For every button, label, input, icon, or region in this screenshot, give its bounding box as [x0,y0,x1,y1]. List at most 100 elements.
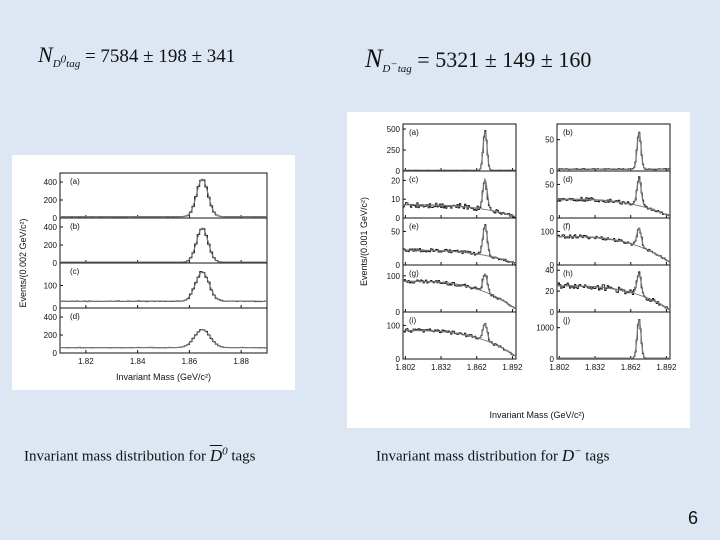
caption-symbol-charge: 0 [222,445,228,457]
subplot-frame [402,264,517,313]
background-curve [403,249,517,265]
caption-prefix: Invariant mass distribution for [24,448,207,465]
dminus-yield-formula: ND−tag = 5321 ± 149 ± 160 [365,44,591,75]
data-histogram [60,328,267,349]
background-curve [403,330,517,357]
subplot-label: (i) [409,316,416,325]
y-tick-label: 20 [545,287,554,296]
y-tick-label: 100 [387,272,401,281]
subplot-frame [556,123,671,172]
subplot-label: (d) [70,312,80,321]
y-tick-label: 100 [44,282,58,291]
subplot-label: (c) [70,267,80,276]
fit-curve [557,272,671,311]
fit-curve [557,226,671,263]
subplot-label: (a) [70,177,80,186]
subplot-frame [556,311,671,360]
data-histogram [60,271,267,303]
d0-yield-formula: ND0tag = 7584 ± 198 ± 341 [38,42,235,70]
x-tick-label: 1.802 [395,363,416,372]
data-histogram [403,130,516,171]
background-curve [557,236,671,263]
yield-value: = 7584 ± 198 ± 341 [84,46,236,67]
caption-symbol: D0 [209,445,228,465]
yield-subscript: D0tag [53,53,81,70]
yield-value: = 5321 ± 149 ± 160 [417,47,592,72]
dminus-mass-plot: (a)5002500(b)500(c)20100(d)500(e)500(f)1… [359,123,677,420]
y-tick-label: 0 [396,308,401,317]
x-tick-label: 1.892 [502,363,523,372]
x-tick-label: 1.892 [656,363,677,372]
subplot-frame [556,217,671,266]
subscript-d: D [382,63,391,76]
y-tick-label: 100 [387,321,401,330]
subplot-label: (a) [409,128,419,137]
subscript-charge: 0 [60,53,67,66]
subscript-charge: − [390,58,398,71]
x-axis-label: Invariant Mass (GeV/c²) [116,372,211,382]
fit-curve [403,223,517,265]
data-histogram [557,319,670,359]
subplot-label: (c) [409,175,419,184]
fit-curve [557,131,670,170]
y-tick-label: 250 [387,146,401,155]
y-tick-label: 400 [44,178,58,187]
y-tick-label: 50 [391,227,400,236]
background-curve [557,198,671,217]
subplot-label: (d) [563,175,573,184]
fit-curve [403,130,516,171]
fit-curve [60,271,267,302]
background-curve [403,204,517,218]
data-histogram [403,323,516,357]
data-histogram [557,131,670,171]
y-tick-label: 0 [396,355,401,364]
x-tick-label: 1.84 [130,357,146,366]
y-tick-label: 100 [541,227,555,236]
y-tick-label: 0 [550,355,555,364]
x-tick-label: 1.862 [621,363,642,372]
background-curve [403,280,517,310]
y-tick-label: 200 [44,331,58,340]
subplot-label: (e) [409,222,419,231]
yield-symbol: N [365,44,383,73]
caption-symbol-letter: D [561,445,575,465]
y-tick-label: 20 [391,176,400,185]
fit-curve [403,177,517,218]
y-tick-label: 50 [545,180,554,189]
yield-symbol: N [38,42,53,67]
caption-symbol-letter: D [209,445,223,465]
subplot-label: (b) [70,222,80,231]
y-tick-label: 0 [53,349,58,358]
y-tick-label: 0 [396,214,401,223]
x-tick-label: 1.82 [78,357,94,366]
fit-curve [60,329,267,349]
y-tick-label: 0 [396,261,401,270]
x-tick-label: 1.862 [467,363,488,372]
d0-caption: Invariant mass distribution for D0 tags [24,445,256,466]
subplot-frame [556,170,671,219]
fit-curve [403,322,517,357]
x-axis-label: Invariant Mass (GeV/c²) [489,410,584,420]
caption-suffix: tags [231,448,256,465]
subplot-label: (b) [563,128,573,137]
fit-curve [60,178,267,218]
fit-curve [557,177,671,217]
subplot-frame [59,172,268,219]
y-tick-label: 400 [44,223,58,232]
y-tick-label: 0 [53,214,58,223]
fit-curve [557,319,670,359]
x-tick-label: 1.832 [431,363,452,372]
subplot-frame [402,123,517,172]
subplot-label: (j) [563,316,570,325]
data-histogram [60,179,267,218]
y-tick-label: 0 [53,259,58,268]
x-tick-label: 1.832 [585,363,606,372]
yield-subscript: D−tag [382,59,411,76]
data-histogram [557,176,670,217]
y-tick-label: 0 [53,304,58,313]
data-histogram [557,271,670,311]
y-tick-label: 40 [545,266,554,275]
subscript-tag: tag [66,57,81,70]
data-histogram [557,228,670,263]
y-tick-label: 400 [44,313,58,322]
